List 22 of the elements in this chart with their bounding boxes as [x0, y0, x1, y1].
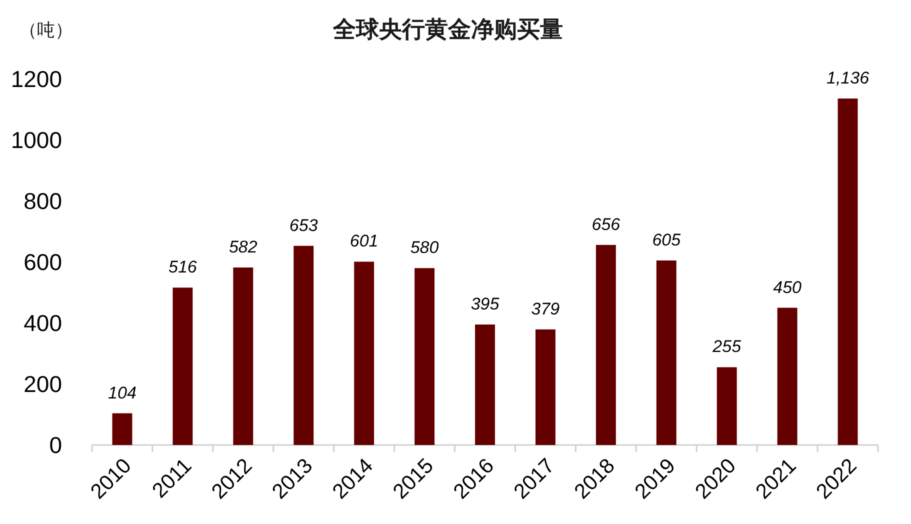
ylabel: （吨） — [19, 20, 73, 40]
y-tick-label: 600 — [24, 249, 62, 275]
y-tick-label: 1200 — [10, 66, 62, 92]
y-tick-label: 200 — [24, 371, 62, 397]
data-label: 605 — [652, 230, 682, 250]
data-label: 1,136 — [826, 68, 870, 88]
data-label: 601 — [350, 232, 378, 251]
data-label: 653 — [289, 216, 318, 235]
data-label: 104 — [108, 383, 136, 402]
data-label: 580 — [410, 238, 440, 258]
data-label: 582 — [228, 237, 258, 256]
y-tick-label: 1000 — [10, 127, 62, 153]
y-tick-label: 0 — [49, 432, 62, 458]
data-label: 255 — [712, 337, 742, 356]
y-tick-label: 400 — [24, 310, 62, 336]
data-label: 379 — [531, 299, 560, 318]
data-label: 395 — [470, 294, 500, 314]
title: 全球央行黄金净购买量 — [333, 16, 563, 42]
data-label: 516 — [168, 258, 198, 277]
data-label: 450 — [773, 278, 802, 297]
y-tick-label: 800 — [24, 188, 62, 214]
data-label: 656 — [592, 214, 621, 234]
